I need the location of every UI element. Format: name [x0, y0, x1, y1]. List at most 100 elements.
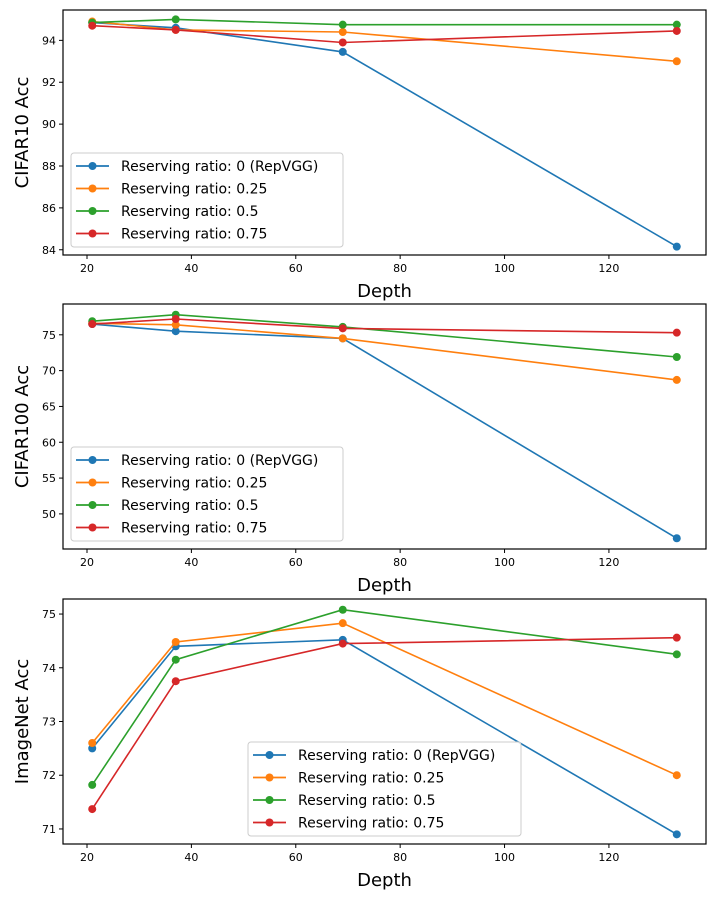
legend-marker-2	[88, 501, 97, 509]
legend-box	[247, 741, 522, 837]
data-point-s3-3	[672, 328, 681, 337]
y-tick-label: 92	[42, 76, 56, 89]
series-line-1	[92, 322, 677, 381]
data-point-s3-3	[672, 26, 681, 35]
x-tick-label: 100	[494, 556, 515, 569]
data-point-s1-0	[88, 738, 97, 747]
x-tick-label: 60	[289, 556, 303, 569]
data-point-s3-2	[338, 324, 347, 333]
x-tick-label: 20	[80, 851, 94, 864]
data-point-s3-2	[338, 38, 347, 47]
x-tick-label: 120	[598, 262, 619, 275]
legend-label-2: Reserving ratio: 0.5	[121, 204, 258, 220]
x-tick-label: 40	[184, 262, 198, 275]
series-line-0	[92, 323, 678, 539]
series-line-3	[92, 24, 677, 44]
legend-label-0: Reserving ratio: 0 (RepVGG)	[121, 453, 318, 469]
chart-panel-3: 20 40 60 80 100 120 71 72 73 74 75 Depth ImageNet Ac…	[12, 598, 707, 891]
data-point-s1-2	[338, 619, 347, 628]
data-point-s3-0	[88, 320, 97, 329]
y-tick-label: 74	[42, 662, 56, 675]
y-tick-label: 86	[42, 202, 56, 215]
data-point-s2-2	[338, 605, 347, 614]
data-point-s2-0	[88, 780, 97, 789]
x-tick-label: 100	[494, 851, 515, 864]
y-tick-label: 75	[42, 329, 56, 342]
y-tick-label: 90	[42, 118, 56, 131]
data-point-s0-1	[171, 327, 180, 336]
legend-label-3: Reserving ratio: 0.75	[298, 816, 444, 832]
data-point-s2-2	[338, 20, 347, 29]
y-tick-label: 60	[42, 436, 56, 449]
legend-marker-1	[88, 478, 97, 487]
y-tick-label: 88	[42, 160, 56, 173]
legend-label-0: Reserving ratio: 0 (RepVGG)	[298, 748, 495, 764]
legend-marker-0	[265, 751, 274, 759]
data-point-s1-3	[672, 771, 681, 780]
x-axis-label: Depth	[357, 870, 412, 891]
legend-marker-2	[265, 796, 274, 804]
axes-frame	[62, 9, 707, 256]
legend-marker-3	[88, 523, 97, 532]
data-point-s3-2	[338, 639, 347, 648]
legend-label-2: Reserving ratio: 0.5	[121, 498, 258, 514]
data-point-s2-3	[672, 650, 681, 659]
data-point-s3-1	[171, 315, 180, 324]
data-point-s1-3	[672, 375, 681, 384]
x-tick-label: 120	[598, 556, 619, 569]
x-tick-label: 80	[393, 262, 407, 275]
series-line-2	[92, 313, 677, 358]
x-axis-label: Depth	[357, 575, 412, 596]
legend-label-3: Reserving ratio: 0.75	[121, 227, 267, 243]
y-tick-label: 65	[42, 400, 56, 413]
data-point-s0-2	[338, 47, 347, 56]
data-point-s3-1	[171, 25, 180, 34]
legend-marker-0	[88, 456, 97, 464]
x-tick-label: 60	[289, 262, 303, 275]
data-point-s2-1	[171, 655, 180, 664]
data-point-s2-1	[171, 15, 180, 24]
y-axis-label: CIFAR100 Acc	[12, 365, 33, 488]
data-point-s1-2	[338, 27, 347, 36]
legend-label-2: Reserving ratio: 0.5	[298, 793, 435, 809]
y-axis-label: CIFAR10 Acc	[12, 77, 33, 189]
series-line-0	[91, 638, 678, 835]
data-point-s2-3	[672, 20, 681, 29]
legend-marker-0	[88, 162, 97, 170]
x-tick-label: 120	[598, 851, 619, 864]
series-line-1	[91, 622, 678, 776]
legend: Reserving ratio: 0 (RepVGG) Reserving rat…	[247, 741, 522, 837]
legend-label-1: Reserving ratio: 0.25	[298, 771, 444, 787]
series-line-3	[91, 636, 677, 810]
data-point-s1-1	[171, 320, 180, 329]
chart-panel-1: 20 40 60 80 100 120 84 86 88 90 92 94 Depth CIFAR10 A…	[12, 9, 707, 302]
chart-panel-2: 20 40 60 80 100 120 50 55 60 65 70 75 Depth CIFAR100 …	[12, 303, 707, 596]
y-tick-label: 50	[42, 508, 56, 521]
data-point-s2-3	[672, 353, 681, 362]
legend-marker-3	[265, 818, 274, 827]
y-tick-label: 55	[42, 472, 56, 485]
x-tick-label: 40	[184, 851, 198, 864]
legend-box	[70, 446, 344, 542]
x-tick-label: 100	[494, 262, 515, 275]
series-line-2	[92, 18, 677, 26]
data-point-s0-3	[672, 242, 681, 251]
x-tick-label: 80	[393, 851, 407, 864]
data-point-s3-0	[88, 21, 97, 30]
legend-box	[70, 152, 344, 248]
y-tick-label: 75	[42, 608, 56, 621]
y-tick-label: 70	[42, 365, 56, 378]
series-line-1	[92, 20, 677, 63]
axes-frame	[62, 303, 707, 550]
data-point-s0-3	[672, 534, 681, 543]
y-tick-label: 84	[42, 244, 56, 257]
y-axis-label: ImageNet Acc	[12, 659, 33, 784]
data-point-s0-3	[672, 830, 681, 839]
data-point-s3-1	[171, 677, 180, 686]
series-line-2	[91, 608, 677, 786]
data-point-s3-0	[88, 805, 97, 814]
data-point-s1-3	[672, 57, 681, 66]
data-point-s1-2	[338, 334, 347, 343]
y-tick-label: 73	[42, 716, 56, 729]
